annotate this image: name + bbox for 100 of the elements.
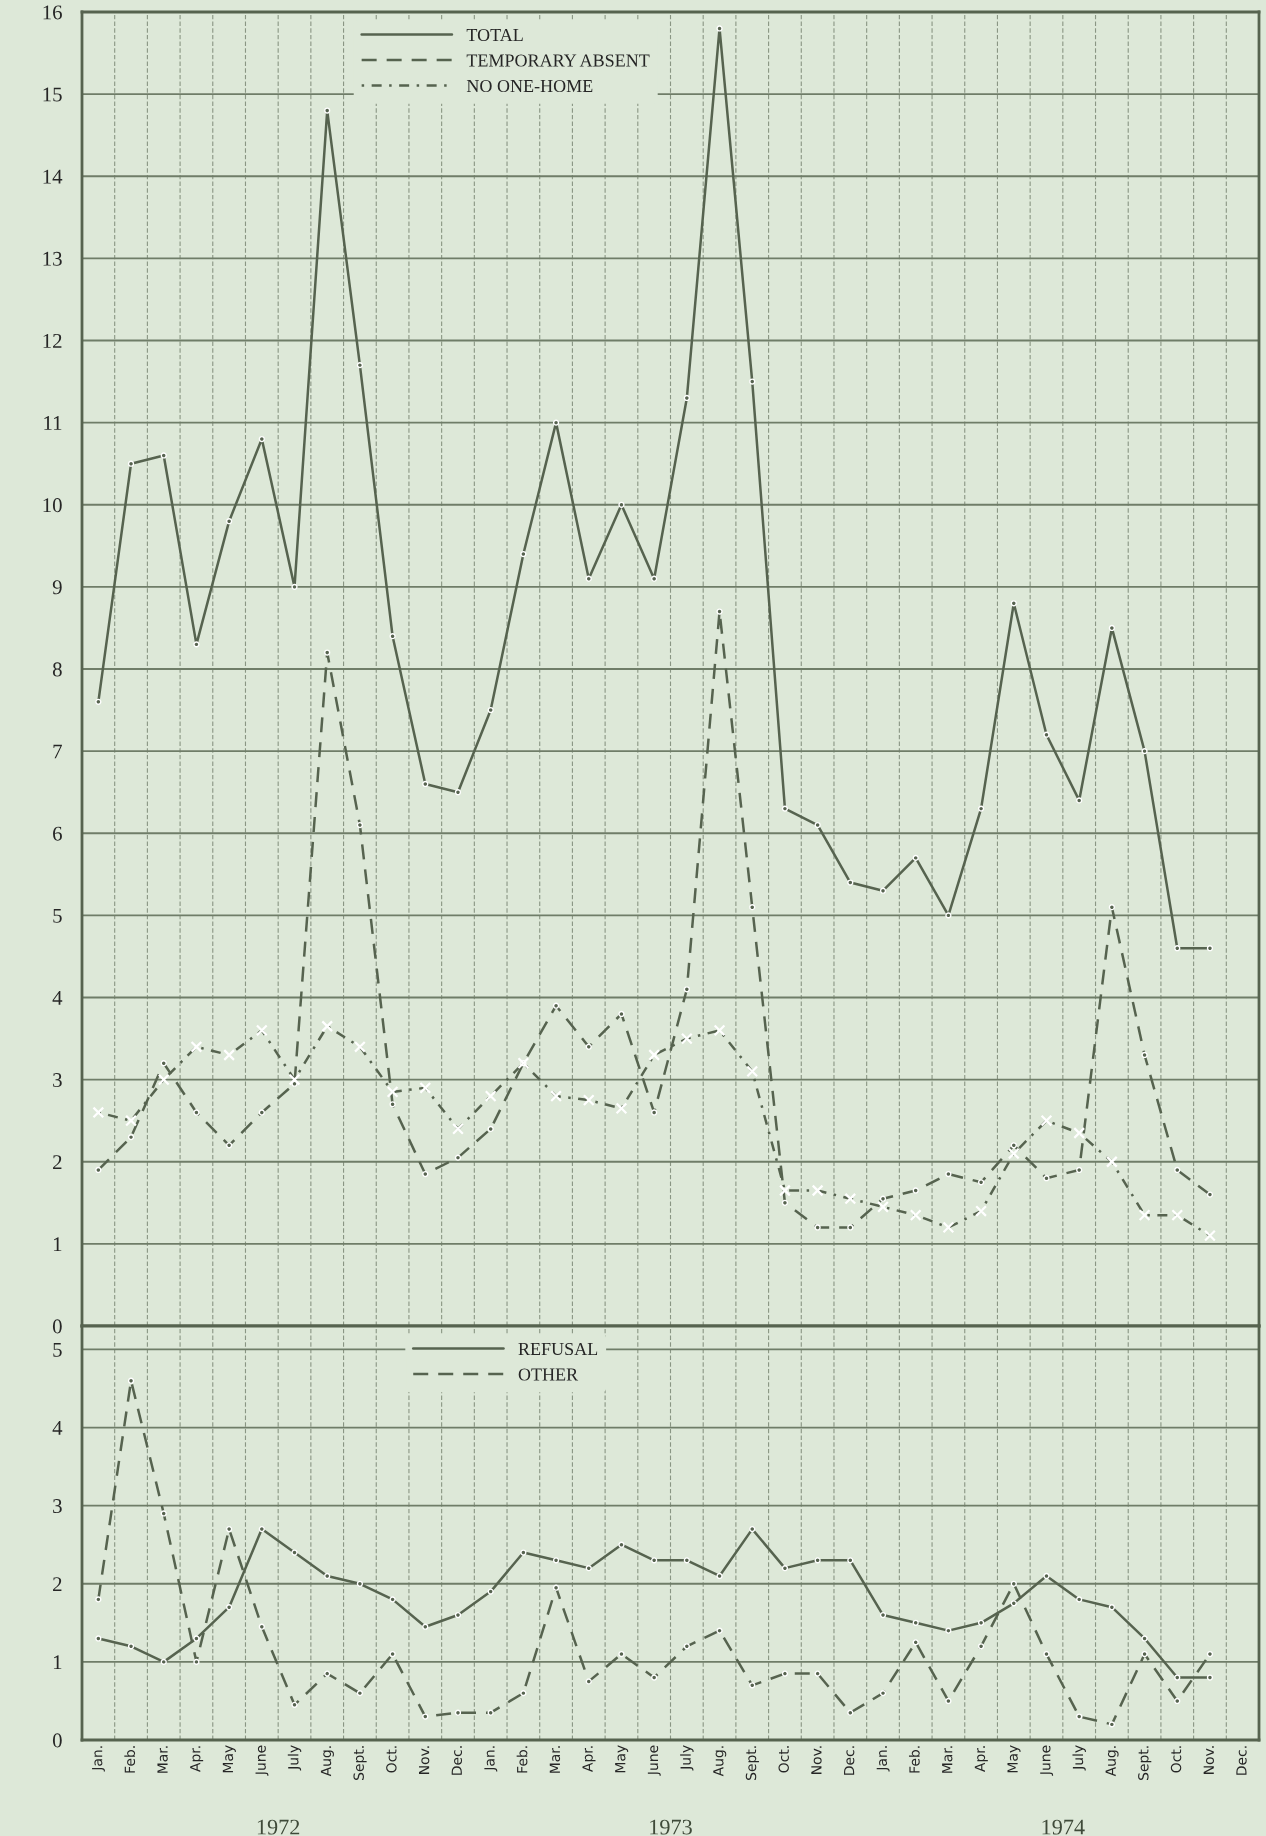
point (225, 1142, 233, 1149)
point (356, 821, 364, 829)
point (716, 1627, 723, 1634)
point (716, 608, 723, 615)
x-tick-label: Feb. (516, 1746, 528, 1773)
x-tick-label: Apr. (190, 1746, 204, 1772)
point (945, 912, 952, 919)
y-tick-label: 13 (43, 251, 62, 266)
point (749, 378, 756, 385)
legend-label: REFUSAL (518, 1342, 598, 1356)
point (781, 1670, 789, 1677)
point (454, 1611, 462, 1619)
text: 1973 (650, 1819, 692, 1835)
x-tick-label: Apr. (974, 1746, 988, 1772)
x-tick-label: Jan. (92, 1746, 105, 1772)
point (1010, 1142, 1017, 1149)
x-tick-label: June (647, 1745, 661, 1776)
point (95, 1635, 102, 1642)
x-tick-label: Oct. (386, 1746, 397, 1773)
y-tick-label: 3 (53, 1073, 62, 1088)
point (160, 1658, 167, 1666)
point (258, 435, 265, 443)
point (127, 1643, 135, 1650)
y-tick-label: 1 (53, 1237, 62, 1252)
x-tick-label: Oct. (1170, 1746, 1182, 1773)
point (552, 1002, 560, 1009)
legend-label: OTHER (518, 1368, 579, 1381)
point (749, 904, 756, 911)
point (356, 1690, 364, 1697)
point (1108, 904, 1116, 911)
x-tick-label: Sept. (1138, 1746, 1152, 1780)
point (422, 1623, 429, 1630)
point (847, 879, 854, 886)
point (781, 805, 789, 812)
point (193, 1109, 200, 1116)
y-tick-label: 16 (43, 5, 62, 20)
x-tick-label: Apr. (582, 1746, 596, 1772)
point (847, 1224, 854, 1231)
point (356, 362, 364, 369)
point (1174, 1674, 1181, 1681)
x-tick-label: Nov. (419, 1746, 430, 1774)
point (651, 575, 658, 582)
point (879, 887, 887, 894)
x-tick-label: Mar. (549, 1746, 561, 1773)
y-tick-label: 2 (53, 1577, 62, 1591)
y-tick-label: 9 (52, 580, 62, 595)
point (1174, 945, 1181, 952)
point (781, 1199, 789, 1206)
x-tick-label: Mar. (157, 1746, 168, 1773)
x-tick-label: May (222, 1745, 236, 1773)
x-tick-label: May (1007, 1745, 1021, 1773)
point (454, 1154, 462, 1161)
point (225, 518, 233, 525)
point (1206, 1674, 1214, 1681)
x-tick-label: July (1072, 1745, 1086, 1771)
point (1174, 1697, 1181, 1705)
point (324, 107, 331, 114)
point (945, 1627, 952, 1634)
point (945, 1170, 952, 1178)
y-tick-label: 14 (43, 169, 63, 184)
point (1206, 1191, 1214, 1198)
x-tick-label: Jan. (876, 1746, 890, 1772)
point (127, 1133, 135, 1141)
x-tick-label: July (287, 1745, 302, 1771)
point (977, 1643, 985, 1650)
point (389, 633, 396, 640)
point (1043, 731, 1050, 738)
point (618, 1010, 625, 1018)
point (95, 1596, 102, 1603)
point (422, 1713, 429, 1720)
point (1076, 1596, 1083, 1603)
text: 1972 (257, 1819, 300, 1835)
y-tick-label: 4 (52, 1421, 63, 1435)
legend-label: TOTAL (466, 28, 523, 42)
y-tick-label: 7 (53, 744, 62, 759)
point (258, 1623, 265, 1630)
point (1010, 1600, 1017, 1607)
point (324, 1670, 331, 1677)
x-tick-label: Nov. (1203, 1746, 1214, 1774)
point (585, 575, 592, 582)
point (749, 1682, 756, 1689)
x-tick-label: Sept. (353, 1746, 367, 1780)
point (552, 1584, 560, 1591)
point (258, 1525, 265, 1533)
point (585, 1678, 592, 1685)
point (977, 1179, 985, 1186)
x-tick-label: Dec. (844, 1746, 855, 1775)
point (95, 698, 102, 705)
x-tick-label: May (615, 1745, 629, 1773)
point (389, 1596, 396, 1603)
point (193, 1658, 200, 1666)
point (225, 1604, 233, 1611)
point (814, 1670, 821, 1677)
text: 1974 (1042, 1819, 1085, 1835)
point (781, 1565, 789, 1572)
x-tick-label: June (255, 1745, 269, 1776)
point (977, 1619, 985, 1626)
point (683, 394, 690, 402)
point (912, 1639, 919, 1646)
point (324, 1572, 331, 1580)
